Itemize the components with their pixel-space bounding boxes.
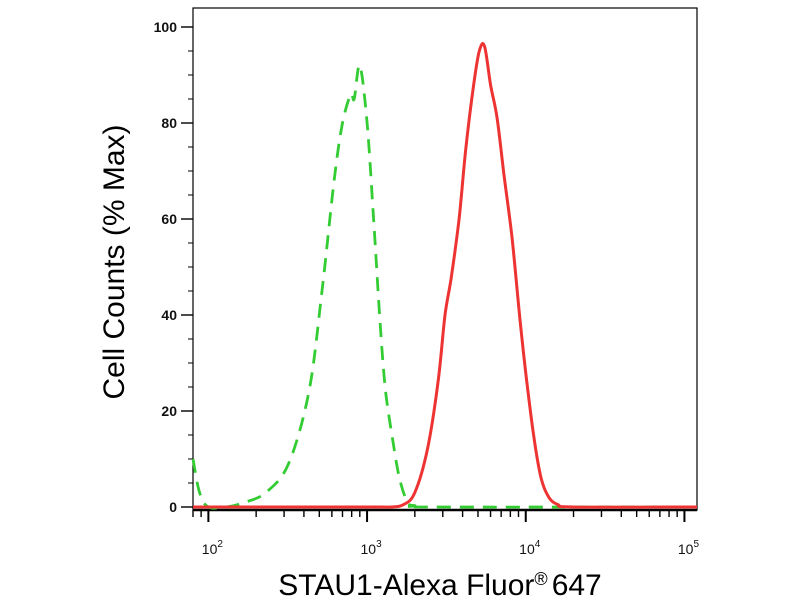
series-layer xyxy=(191,42,698,510)
x-axis-label-main: STAU1-Alexa Fluor xyxy=(278,569,534,600)
x-tick-label: 104 xyxy=(519,539,541,557)
plot-frame xyxy=(192,7,698,512)
x-axis-label-suffix: 647 xyxy=(552,569,602,600)
y-axis-label: Cell Counts (% Max) xyxy=(98,124,131,399)
y-tick-label: 20 xyxy=(161,403,177,419)
y-tick-label: 0 xyxy=(169,499,177,515)
control-histogram-line xyxy=(191,63,685,510)
y-axis-ticks: 0 20 40 60 80 100 xyxy=(154,19,193,515)
plot-border xyxy=(192,7,698,511)
x-tick-label: 105 xyxy=(678,539,700,557)
y-tick-label: 40 xyxy=(161,307,177,323)
x-axis-ticks: 102 103 104 105 xyxy=(192,510,700,557)
x-axis-label-registered: ® xyxy=(534,569,547,589)
y-tick-label: 100 xyxy=(154,19,178,35)
x-tick-label: 102 xyxy=(202,539,224,557)
y-tick-label: 60 xyxy=(161,211,177,227)
y-tick-label: 80 xyxy=(161,115,177,131)
sample-histogram-line xyxy=(192,42,698,509)
x-tick-label: 103 xyxy=(360,539,382,557)
x-axis-label: STAU1-Alexa Fluor® 647 xyxy=(278,569,602,600)
